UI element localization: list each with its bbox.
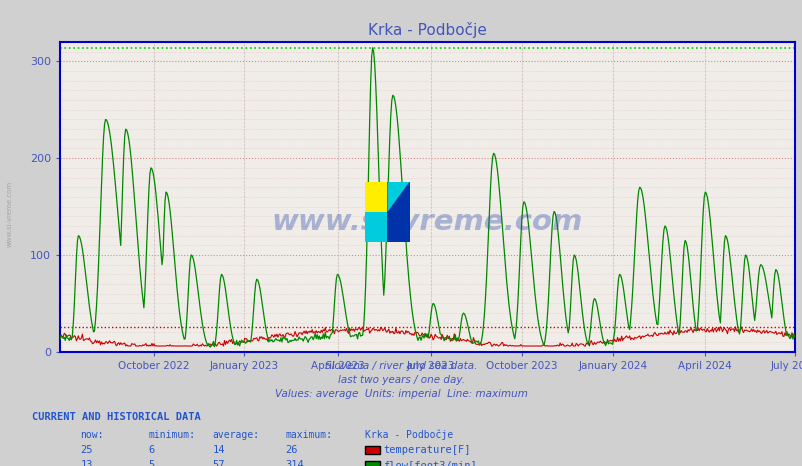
Title: Krka - Podbočje: Krka - Podbočje [367, 22, 487, 38]
Text: 5: 5 [148, 460, 155, 466]
Text: 14: 14 [213, 445, 225, 455]
Text: 314: 314 [285, 460, 303, 466]
Polygon shape [387, 182, 409, 242]
Text: Slovenia / river and sea data.: Slovenia / river and sea data. [325, 361, 477, 371]
Polygon shape [365, 182, 387, 212]
Text: maximum:: maximum: [285, 430, 332, 440]
Text: Krka - Podbočje: Krka - Podbočje [365, 430, 453, 440]
Text: flow[foot3/min]: flow[foot3/min] [383, 460, 476, 466]
Text: now:: now: [80, 430, 103, 440]
Text: average:: average: [213, 430, 260, 440]
Text: 57: 57 [213, 460, 225, 466]
Text: temperature[F]: temperature[F] [383, 445, 470, 455]
Text: www.si-vreme.com: www.si-vreme.com [272, 208, 582, 236]
Text: www.si-vreme.com: www.si-vreme.com [6, 181, 13, 247]
Text: 6: 6 [148, 445, 155, 455]
Text: 25: 25 [80, 445, 93, 455]
Polygon shape [365, 212, 387, 242]
Text: 26: 26 [285, 445, 298, 455]
Text: last two years / one day.: last two years / one day. [338, 375, 464, 385]
Text: CURRENT AND HISTORICAL DATA: CURRENT AND HISTORICAL DATA [32, 412, 200, 422]
Polygon shape [387, 182, 409, 212]
Text: 13: 13 [80, 460, 93, 466]
Text: minimum:: minimum: [148, 430, 196, 440]
Text: Values: average  Units: imperial  Line: maximum: Values: average Units: imperial Line: ma… [275, 389, 527, 399]
